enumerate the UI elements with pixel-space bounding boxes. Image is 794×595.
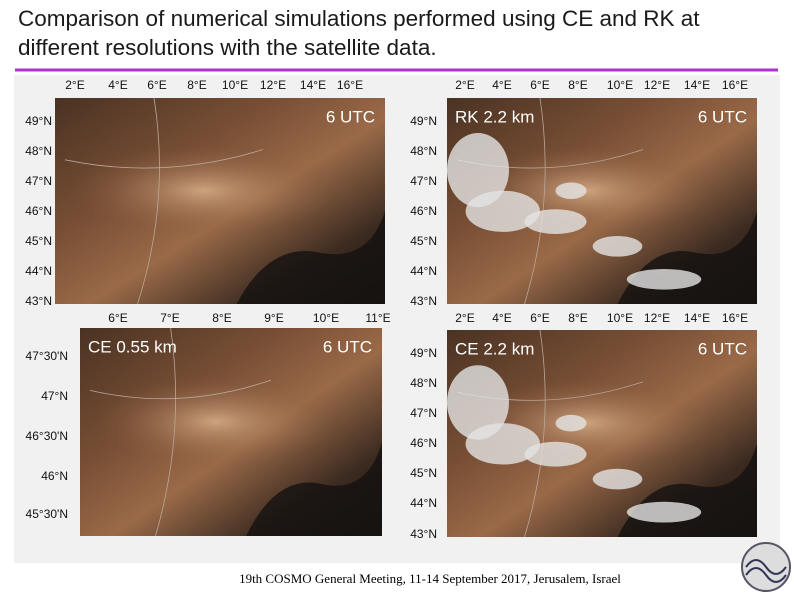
lat-label: 43°N	[410, 527, 437, 541]
lat-label: 47°N	[41, 389, 68, 403]
lon-label: 4°E	[492, 311, 511, 325]
map-borders	[64, 97, 264, 305]
map-borders	[89, 327, 272, 537]
cloud-cover	[447, 365, 509, 440]
cloud-cover	[465, 423, 540, 465]
lon-label: 10°E	[313, 311, 339, 325]
lon-label: 8°E	[212, 311, 231, 325]
lon-label: 14°E	[300, 78, 326, 92]
lon-label: 6°E	[530, 78, 549, 92]
lat-label: 47°N	[410, 174, 437, 188]
lon-label: 10°E	[222, 78, 248, 92]
lon-label: 12°E	[644, 311, 670, 325]
map-panel	[80, 327, 382, 537]
lon-label: 6°E	[108, 311, 127, 325]
lat-label: 46°N	[25, 204, 52, 218]
logo	[741, 542, 791, 592]
lat-label: 48°N	[25, 144, 52, 158]
lon-label: 2°E	[455, 78, 474, 92]
cloud-cover	[592, 236, 643, 257]
cloud-cover	[465, 190, 540, 232]
map-sea	[236, 211, 385, 304]
lon-label: 2°E	[65, 78, 84, 92]
lat-label: 44°N	[410, 264, 437, 278]
cloud-cover	[626, 501, 702, 523]
lat-label: 44°N	[410, 496, 437, 510]
footer: 19th COSMO General Meeting, 11-14 Septem…	[239, 571, 621, 586]
lon-label: 4°E	[492, 78, 511, 92]
lon-label: 6°E	[530, 311, 549, 325]
map-mountains	[71, 145, 336, 237]
lat-label: 47°N	[410, 406, 437, 420]
lat-label: 49°N	[410, 346, 437, 360]
lat-label: 46°N	[410, 436, 437, 450]
lon-label: 16°E	[337, 78, 363, 92]
lon-label: 11°E	[365, 311, 390, 325]
panel-label: RK 2.2 km	[455, 107, 534, 126]
lat-label: 43°N	[410, 294, 437, 308]
lon-label: 8°E	[187, 78, 206, 92]
lon-label: 4°E	[108, 78, 127, 92]
lon-label: 2°E	[455, 311, 474, 325]
panel-time: 6 UTC	[698, 107, 747, 126]
panel-time: 6 UTC	[323, 337, 372, 356]
lon-label: 12°E	[260, 78, 286, 92]
lat-label: 43°N	[25, 294, 52, 308]
panel-time: 6 UTC	[698, 339, 747, 358]
lat-label: 47°30'N	[26, 349, 68, 363]
lon-label: 8°E	[568, 78, 587, 92]
lat-label: 46°N	[41, 469, 68, 483]
cloud-cover	[524, 209, 587, 234]
lat-label: 48°N	[410, 376, 437, 390]
cloud-cover	[447, 133, 509, 208]
lat-label: 44°N	[25, 264, 52, 278]
lon-label: 12°E	[644, 78, 670, 92]
lat-label: 48°N	[410, 144, 437, 158]
lon-label: 6°E	[147, 78, 166, 92]
cloud-cover	[592, 468, 643, 490]
lon-label: 8°E	[568, 311, 587, 325]
lon-label: 10°E	[607, 311, 633, 325]
lat-label: 47°N	[25, 174, 52, 188]
map-panel	[447, 329, 757, 538]
cloud-cover	[524, 441, 587, 467]
lat-label: 45°N	[25, 234, 52, 248]
lon-label: 14°E	[684, 78, 710, 92]
lat-label: 45°30'N	[26, 507, 68, 521]
panel-label: CE 2.2 km	[455, 339, 534, 358]
lon-label: 16°E	[722, 78, 748, 92]
cloud-cover	[555, 414, 587, 432]
panel-label: CE 0.55 km	[88, 337, 177, 356]
lat-label: 45°N	[410, 466, 437, 480]
panel-time: 6 UTC	[326, 107, 375, 126]
lon-label: 16°E	[722, 311, 748, 325]
lat-label: 49°N	[410, 114, 437, 128]
lon-label: 10°E	[607, 78, 633, 92]
map-panel	[447, 97, 757, 305]
map-sea	[246, 442, 382, 536]
lat-label: 45°N	[410, 234, 437, 248]
lon-label: 7°E	[160, 311, 179, 325]
title: Comparison of numerical simulations perf…	[18, 6, 700, 60]
lon-label: 14°E	[684, 311, 710, 325]
lat-label: 46°N	[410, 204, 437, 218]
cloud-cover	[555, 182, 587, 199]
map-mountains	[95, 375, 337, 468]
lat-label: 49°N	[25, 114, 52, 128]
lat-label: 46°30'N	[26, 429, 68, 443]
map-panel	[55, 97, 385, 305]
lon-label: 9°E	[264, 311, 283, 325]
cloud-cover	[626, 268, 702, 290]
